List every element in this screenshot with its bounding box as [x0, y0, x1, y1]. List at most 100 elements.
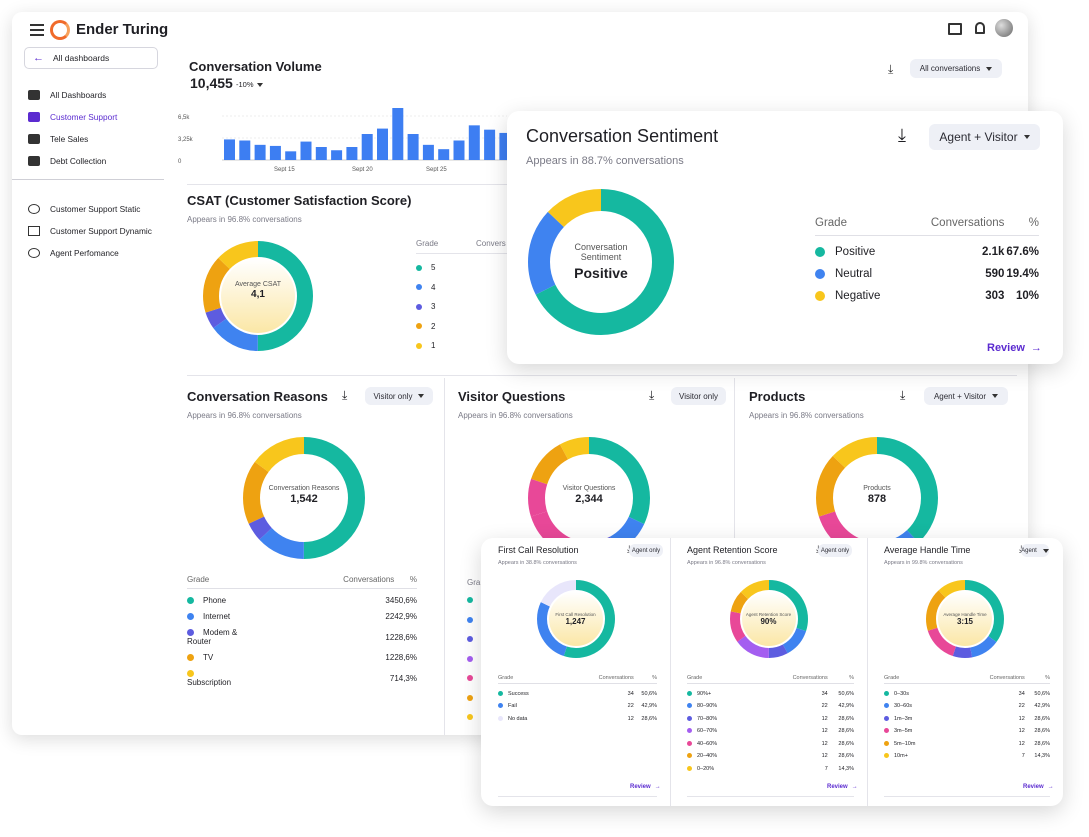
grade-cell: Negative [815, 280, 884, 302]
sidebar-item-label: Customer Support [50, 112, 118, 122]
table-row[interactable]: Modem & Router 12 28,6% [187, 621, 417, 646]
reasons-filter-select[interactable]: Visitor only [365, 387, 433, 405]
table-row[interactable]: Neutral 590 19.4% [815, 258, 1039, 280]
sidebar-item-all-dashboards[interactable]: All Dashboards [28, 84, 168, 106]
review-link[interactable]: Review → [630, 784, 661, 790]
grade-label: 60–70% [697, 728, 718, 734]
table-row[interactable]: 60–70% 12 28,6% [687, 722, 854, 734]
center-value: 3:15 [956, 617, 973, 627]
download-icon[interactable]: ⤓ [342, 388, 348, 402]
panel-filter-select[interactable]: Agent [1021, 544, 1049, 557]
grade-label: Positive [835, 246, 876, 258]
download-icon[interactable]: ⤓ [888, 62, 894, 76]
review-link[interactable]: Review → [987, 342, 1042, 354]
book-icon[interactable] [948, 23, 962, 35]
sidebar-item-customer-support-static[interactable]: Customer Support Static [28, 198, 168, 220]
percent-cell: 42,9% [1034, 703, 1050, 709]
questions-center: Visitor Questions 2,344 [543, 485, 635, 506]
table-row[interactable]: 0–30s 34 50,6% [884, 684, 1050, 697]
table-row[interactable]: Internet 22 42,9% [187, 605, 417, 621]
sidebar-item-label: Customer Support Static [50, 204, 141, 214]
table-row[interactable]: 3m–5m 12 28,6% [884, 722, 1050, 734]
legend-dot [187, 597, 194, 605]
panel-filter-select[interactable]: Agent only [818, 544, 852, 557]
y-tick-label: 3,25k [178, 137, 194, 143]
table-row[interactable]: 30–60s 22 42,9% [884, 697, 1050, 709]
sidebar-item-customer-support[interactable]: Customer Support [28, 106, 168, 128]
grade-cell: 5m–10m [884, 734, 935, 747]
grade-label: 3m–5m [894, 728, 913, 734]
volume-filter-select[interactable]: All conversations [910, 59, 1002, 78]
menu-icon[interactable] [30, 24, 44, 36]
panel-table: Grade Conversations% 0–30s 34 50,6% 30–60s 22 4… [884, 675, 1050, 759]
sidebar-item-customer-support-dynamic[interactable]: Customer Support Dynamic [28, 220, 168, 242]
donut-slice [816, 437, 938, 559]
legend-dot [467, 714, 473, 720]
table-row[interactable]: Fail 22 42,9% [498, 697, 657, 709]
review-link[interactable]: Review → [1023, 784, 1054, 790]
reasons-center: Conversation Reasons 1,542 [258, 485, 350, 506]
download-icon[interactable]: ⤓ [649, 388, 655, 402]
volume-bar [285, 151, 297, 160]
center-value: 878 [867, 493, 887, 506]
arrow-right-icon: → [1047, 784, 1054, 790]
volume-bar [499, 132, 511, 160]
back-to-dashboards-button[interactable]: ← All dashboards [24, 47, 158, 69]
legend-dot [884, 753, 889, 759]
dashboard-icon [28, 90, 40, 100]
grade-cell: 70–80% [687, 709, 738, 722]
sentiment-filter-select[interactable]: Agent + Visitor [929, 124, 1040, 150]
review-link[interactable]: Review → [827, 784, 858, 790]
table-row[interactable]: 80–90% 22 42,9% [687, 697, 854, 709]
table-row[interactable]: Phone 34 50,6% [187, 589, 417, 605]
legend-dot [815, 290, 825, 301]
sidebar-item-tele-sales[interactable]: Tele Sales [28, 128, 168, 150]
panel-filter-label: Agent only [631, 547, 661, 554]
legend-dot [687, 753, 692, 759]
divider [444, 378, 445, 735]
sidebar-item-agent-perfomance[interactable]: Agent Perfomance [28, 242, 168, 264]
table-row[interactable]: Subscription 7 14,3% [187, 662, 417, 687]
legend-item: 3 [416, 297, 435, 317]
donut-slice [203, 241, 313, 351]
questions-filter-select[interactable]: Visitor only [671, 387, 726, 405]
table-row[interactable]: 0–20% 7 14,3% [687, 759, 854, 772]
panel-table: Grade Conversations% 90%+ 34 50,6% 80–90% 22 42… [687, 675, 854, 772]
reasons-title: Conversation Reasons [187, 389, 328, 404]
count-cell: 34 [627, 690, 634, 697]
table-row[interactable]: 10m+ 7 14,3% [884, 747, 1050, 759]
table-row[interactable]: Positive 2.1k 67.6% [815, 236, 1039, 258]
table-row[interactable]: 40–60% 12 28,6% [687, 734, 854, 747]
table-row[interactable]: 70–80% 12 28,6% [687, 709, 854, 722]
grade-cell: Internet [187, 605, 244, 621]
table-row[interactable]: 20–40% 12 28,6% [687, 747, 854, 759]
center-value: 2,344 [575, 493, 603, 506]
column-header: % [1004, 217, 1039, 236]
table-row[interactable]: 90%+ 34 50,6% [687, 684, 854, 697]
download-icon[interactable]: ⤓ [898, 125, 906, 145]
grade-label: 5m–10m [894, 740, 916, 747]
table-row[interactable]: 5m–10m 12 28,6% [884, 734, 1050, 747]
percent-cell: 28,6% [1034, 740, 1050, 747]
avatar[interactable] [995, 19, 1013, 37]
panel-filter-select[interactable]: Agent only [629, 544, 663, 557]
download-icon[interactable]: ⤓ [900, 388, 906, 402]
table-header: Grade Conversations% [187, 575, 417, 589]
volume-delta[interactable]: -10% [236, 80, 263, 89]
bell-icon[interactable] [975, 22, 985, 34]
sidebar-item-debt-collection[interactable]: Debt Collection [28, 150, 168, 172]
table-row[interactable]: Success 34 50,6% [498, 684, 657, 697]
table-row[interactable]: 1m–3m 12 28,6% [884, 709, 1050, 722]
percent-cell: 28,6% [838, 715, 854, 722]
products-filter-select[interactable]: Agent + Visitor [924, 387, 1008, 405]
percent-cell: 14,3% [394, 673, 417, 683]
table-row[interactable]: Negative 303 10% [815, 280, 1039, 302]
count-cell: 12 [627, 715, 634, 722]
table-row[interactable]: No data 12 28,6% [498, 709, 657, 722]
grade-label: 30–60s [894, 703, 913, 709]
bar-chart-icon [28, 134, 40, 144]
grade-label: 90%+ [697, 690, 712, 697]
legend-item: 5 [416, 258, 435, 278]
table-row[interactable]: TV 12 28,6% [187, 646, 417, 662]
chevron-down-icon [986, 66, 993, 71]
